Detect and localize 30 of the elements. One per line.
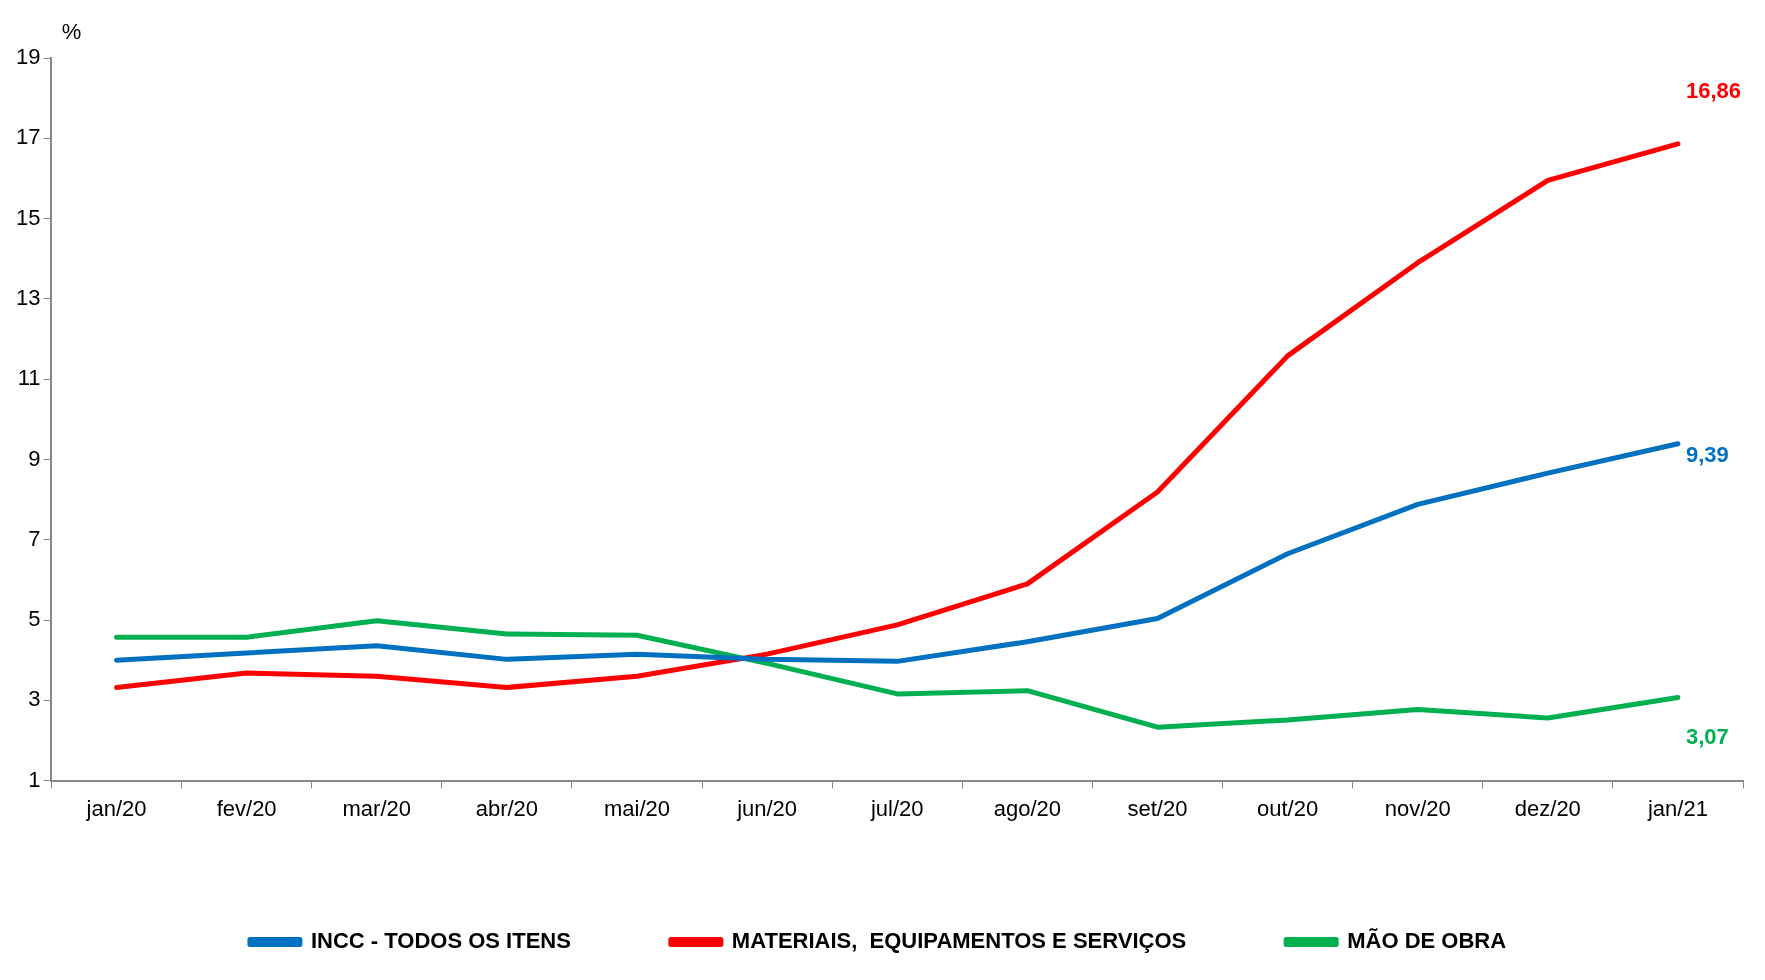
y-tick-label: 1 — [28, 766, 41, 792]
x-tick-label: jan/20 — [85, 795, 147, 821]
y-tick-label: 15 — [15, 204, 41, 230]
x-tick-label: jan/21 — [1646, 795, 1708, 821]
data-label: 9,39 — [1685, 441, 1729, 467]
x-tick-label: mar/20 — [342, 795, 412, 821]
legend-label: MÃO DE OBRA — [1347, 928, 1507, 954]
y-axis-title: % — [61, 19, 82, 45]
x-tick-label: out/20 — [1257, 795, 1319, 821]
y-tick-label: 13 — [15, 284, 41, 310]
y-tick-label: 11 — [17, 365, 41, 391]
x-tick-label: fev/20 — [216, 795, 277, 821]
x-tick-label: nov/20 — [1384, 795, 1451, 821]
data-label: 16,86 — [1685, 77, 1741, 103]
y-tick-label: 17 — [15, 124, 41, 150]
data-label: 3,07 — [1685, 723, 1729, 749]
y-tick-label: 19 — [15, 44, 41, 70]
y-tick-label: 7 — [28, 525, 41, 551]
x-tick-label: dez/20 — [1514, 795, 1581, 821]
legend-label: MATERIAIS, EQUIPAMENTOS E SERVIÇOS — [731, 928, 1187, 954]
x-tick-label: mai/20 — [603, 795, 671, 821]
x-tick-label: abr/20 — [475, 795, 539, 821]
x-tick-label: ago/20 — [993, 795, 1061, 821]
y-tick-label: 5 — [28, 606, 41, 632]
x-tick-label: jul/20 — [869, 795, 924, 821]
y-tick-label: 9 — [28, 445, 41, 471]
y-tick-label: 3 — [28, 686, 41, 712]
x-tick-label: set/20 — [1127, 795, 1188, 821]
x-tick-label: jun/20 — [736, 795, 798, 821]
legend-label: INCC - TODOS OS ITENS — [310, 928, 571, 954]
